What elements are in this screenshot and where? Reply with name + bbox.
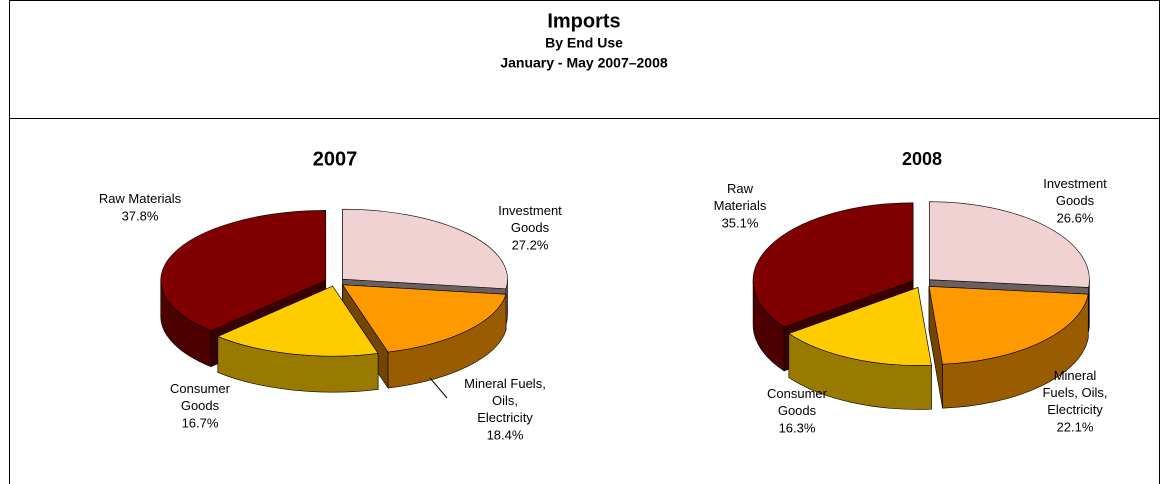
category-label: Consumer Goods — [767, 386, 828, 418]
header-frame — [9, 0, 1160, 119]
slice — [217, 285, 379, 393]
category-label: Mineral Fuels, Oils, Electricity — [464, 376, 546, 425]
chart-title: 2008 — [902, 149, 942, 169]
category-label: Investment Goods — [1043, 176, 1107, 208]
slice — [788, 287, 932, 410]
body-frame — [9, 118, 1160, 484]
slice-top — [928, 286, 1089, 365]
leader-line — [429, 377, 448, 399]
value-label: 37.8% — [122, 208, 159, 223]
value-label: 26.6% — [1057, 210, 1094, 225]
value-label: 35.1% — [722, 215, 759, 230]
value-label: 27.2% — [512, 237, 549, 252]
page-title: Imports — [547, 10, 620, 32]
category-label: Mineral Fuels, Oils, Electricity — [1042, 368, 1107, 417]
category-label: Raw Materials — [99, 191, 182, 206]
chart-title: 2007 — [313, 148, 358, 170]
value-label: 16.7% — [182, 415, 219, 430]
slice-top — [341, 284, 507, 353]
slice-top — [752, 202, 914, 328]
category-label: Investment Goods — [498, 203, 562, 235]
page-subtitle: By End Use — [545, 35, 623, 51]
pie — [752, 201, 1090, 410]
slice-top — [788, 287, 932, 366]
value-label: 16.3% — [779, 420, 816, 435]
category-label: Consumer Goods — [170, 381, 231, 413]
slice-top — [342, 208, 508, 290]
slice — [928, 286, 1089, 409]
value-label: 18.4% — [487, 427, 524, 442]
slice-top — [217, 285, 379, 357]
category-label: Raw Materials — [714, 181, 767, 213]
page-period: January - May 2007–2008 — [500, 55, 668, 71]
pie — [160, 208, 508, 393]
slice-top — [160, 210, 327, 332]
slice-top — [929, 201, 1090, 288]
value-label: 22.1% — [1057, 419, 1094, 434]
